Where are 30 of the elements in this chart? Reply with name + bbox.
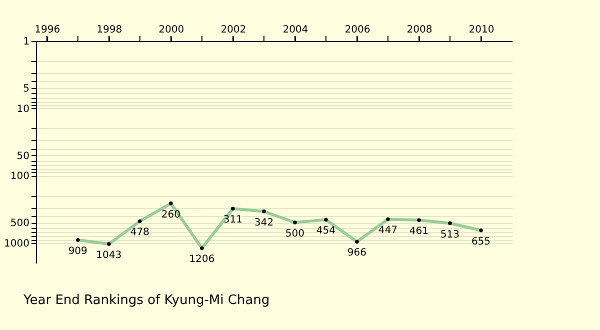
data-label: 447 bbox=[378, 225, 398, 236]
y-tick-label: 1 bbox=[23, 36, 30, 48]
data-label: 655 bbox=[471, 236, 491, 248]
y-tick-label: 10 bbox=[16, 104, 30, 115]
data-label: 260 bbox=[161, 209, 180, 220]
data-label: 500 bbox=[285, 228, 304, 240]
data-label: 1206 bbox=[189, 254, 215, 266]
data-label: 461 bbox=[409, 226, 429, 238]
data-label: 909 bbox=[68, 246, 88, 257]
x-tick-label: 2002 bbox=[220, 24, 246, 36]
data-label: 1043 bbox=[96, 250, 122, 261]
text: Year End Rankings of Kyung-Mi Chang bbox=[22, 293, 270, 308]
x-tick-label: 2008 bbox=[406, 24, 432, 36]
x-tick-label: 2000 bbox=[158, 24, 184, 36]
data-label: 311 bbox=[223, 214, 242, 226]
y-tick-label: 500 bbox=[10, 218, 30, 230]
data-label: 454 bbox=[316, 226, 336, 237]
x-tick-label: 2006 bbox=[344, 24, 370, 36]
data-label: 478 bbox=[130, 227, 150, 238]
y-tick-label: 100 bbox=[10, 171, 30, 182]
data-label: 342 bbox=[254, 217, 274, 228]
x-tick-label: 2004 bbox=[282, 24, 308, 36]
x-tick-label: 2010 bbox=[468, 24, 494, 36]
y-tick-label: 50 bbox=[16, 150, 30, 162]
y-tick-label: 5 bbox=[23, 84, 30, 95]
data-label: 966 bbox=[347, 248, 366, 259]
x-tick-label: 1996 bbox=[34, 24, 60, 36]
y-tick-label: 1000 bbox=[4, 238, 30, 250]
data-label: 513 bbox=[440, 229, 460, 240]
x-tick-label: 1998 bbox=[96, 24, 122, 36]
